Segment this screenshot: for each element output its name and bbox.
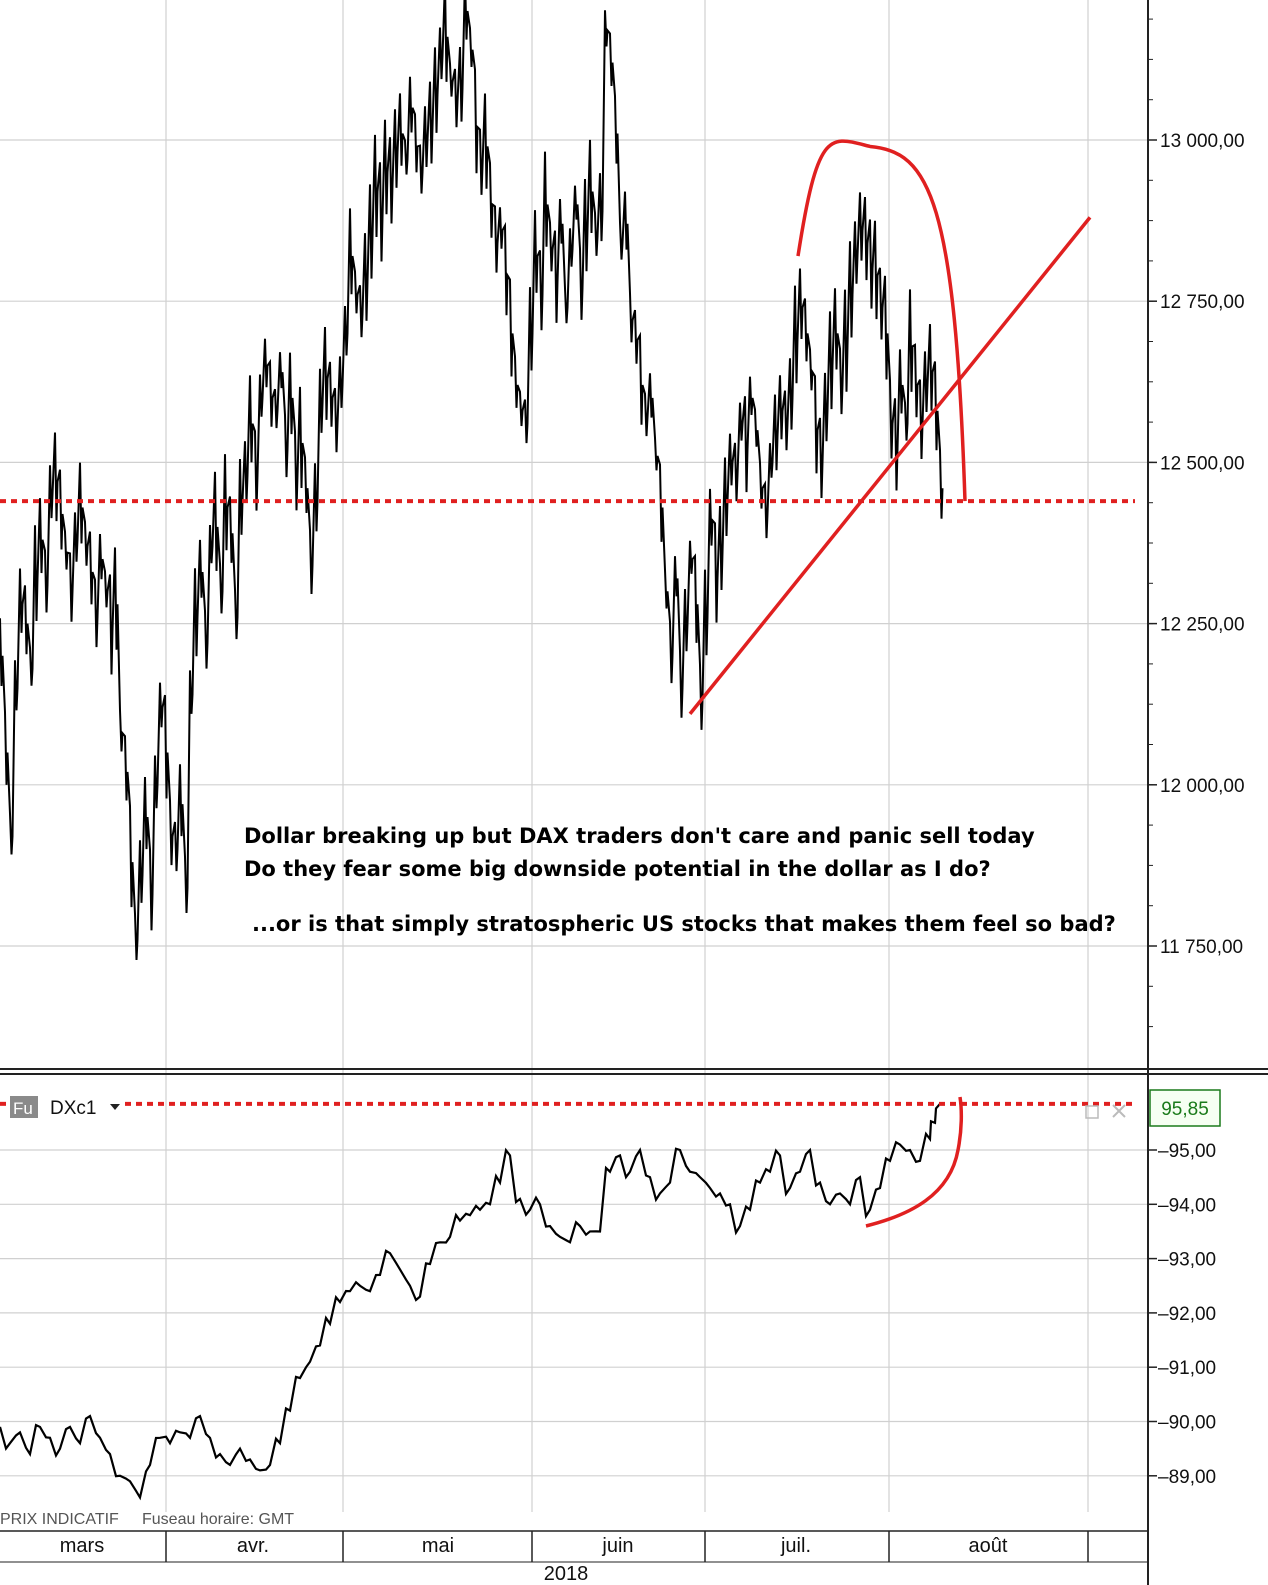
curved-arrow-up — [865, 1096, 964, 1228]
instrument-prefix: Fu — [13, 1099, 33, 1118]
dax-price-series — [0, 0, 944, 961]
month-juin: juin — [601, 1535, 633, 1557]
month-mars: mars — [60, 1535, 104, 1557]
year-label: 2018 — [544, 1563, 589, 1585]
timezone-label: Fuseau horaire: GMT — [142, 1511, 294, 1528]
y-tick-label: –92,00 — [1158, 1304, 1216, 1325]
annotation-line-2: Do they fear some big downside potential… — [244, 857, 991, 881]
annotation-line-1: Dollar breaking up but DAX traders don't… — [244, 824, 1035, 848]
y-tick-label: 12 500,00 — [1160, 453, 1245, 474]
price-type-label: PRIX INDICATIF — [0, 1511, 119, 1528]
y-tick-label: –90,00 — [1158, 1413, 1216, 1434]
y-tick-label: 12 250,00 — [1160, 615, 1245, 636]
y-tick-label: 12 000,00 — [1160, 776, 1245, 797]
annotation-line-3: ...or is that simply stratospheric US st… — [252, 912, 1116, 936]
rising-trendline — [688, 216, 1092, 715]
y-tick-label: 12 750,00 — [1160, 292, 1245, 313]
restore-icon[interactable] — [1085, 1105, 1099, 1119]
instrument-name[interactable]: DXc1 — [50, 1098, 96, 1119]
instrument-badge[interactable] — [10, 1096, 38, 1118]
dax-price-line — [0, 0, 944, 961]
y-tick-label: –93,00 — [1158, 1250, 1216, 1271]
y-tick-label: 13 000,00 — [1160, 131, 1245, 152]
month-mai: mai — [422, 1535, 454, 1557]
dollar-index-series — [0, 1103, 941, 1501]
y-tick-label: 11 750,00 — [1160, 937, 1243, 958]
month-aout: août — [969, 1535, 1008, 1557]
y-tick-label: –91,00 — [1158, 1358, 1216, 1379]
hand-drawn-annotations — [0, 139, 1135, 1228]
chevron-down-icon[interactable] — [110, 1104, 120, 1110]
last-value-label: 95,85 — [1161, 1099, 1209, 1120]
month-avr: avr. — [237, 1535, 269, 1557]
y-tick-label: –94,00 — [1158, 1195, 1216, 1216]
rounded-top-arc — [796, 139, 967, 502]
y-tick-label: –95,00 — [1158, 1141, 1216, 1162]
month-juil: juil. — [780, 1535, 811, 1557]
y-tick-label: –89,00 — [1158, 1467, 1216, 1488]
close-icon[interactable] — [1112, 1104, 1126, 1118]
last-value-badge — [1149, 1089, 1221, 1127]
dollar-index-line — [0, 1103, 941, 1501]
